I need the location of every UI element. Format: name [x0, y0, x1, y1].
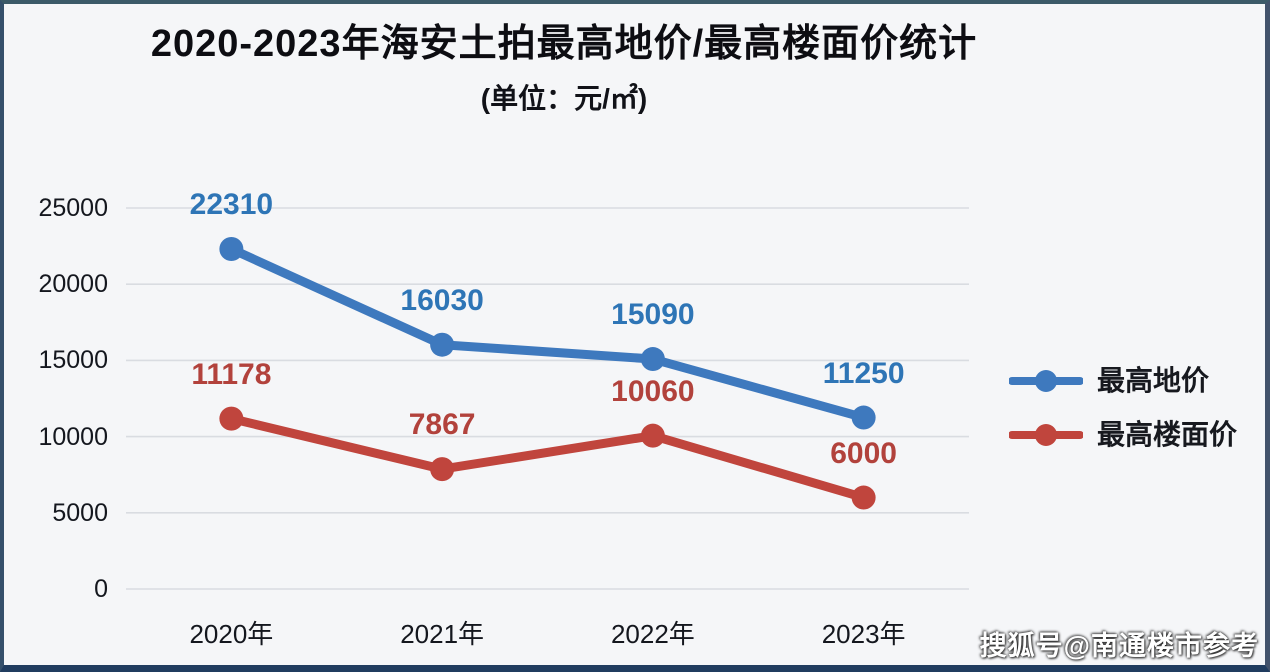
series-2-point-4: [851, 485, 876, 510]
series-1-point-1: [219, 236, 244, 261]
legend-marker-icon: [1009, 424, 1083, 446]
chart-unit-subtitle: (单位：元/㎡): [480, 83, 648, 114]
legend-marker-icon: [1009, 370, 1083, 392]
y-tick-5000: 5000: [52, 498, 108, 527]
data-label-最高楼面价-1: 11178: [191, 357, 272, 391]
series-1-point-2: [430, 332, 455, 357]
x-tick-4: 2023年: [821, 619, 906, 649]
series-line-1: [226, 244, 869, 423]
watermark: 搜狐号@南通楼市参考: [979, 631, 1259, 661]
y-tick-15000: 15000: [38, 346, 108, 375]
series-1-point-4: [851, 405, 876, 430]
series-line-2: [226, 414, 869, 503]
series-2-point-1: [219, 406, 244, 431]
series-2-point-3: [640, 423, 665, 448]
y-tick-25000: 25000: [38, 194, 108, 222]
data-label-最高地价-3: 15090: [611, 298, 695, 332]
data-label-最高地价-4: 11250: [822, 356, 905, 390]
x-tick-1: 2020年: [189, 619, 274, 649]
data-label-最高楼面价-3: 10060: [611, 374, 695, 408]
series-1-point-3: [640, 347, 665, 372]
legend-label-1: 最高地价: [1097, 365, 1210, 396]
data-label-最高楼面价-2: 7867: [408, 408, 476, 442]
legend-dot: [1035, 424, 1057, 446]
data-label-最高楼面价-4: 6000: [830, 436, 897, 470]
data-label-最高地价-2: 16030: [400, 283, 484, 317]
legend-item-2: 最高楼面价: [1009, 408, 1237, 462]
y-tick-20000: 20000: [38, 270, 108, 299]
y-tick-0: 0: [94, 575, 108, 603]
legend-item-1: 最高地价: [1009, 354, 1237, 408]
legend: 最高地价 最高楼面价: [1009, 354, 1237, 462]
plot-area: [126, 207, 969, 590]
legend-label-2: 最高楼面价: [1097, 419, 1238, 450]
series-2-point-2: [430, 457, 455, 482]
x-tick-2: 2021年: [400, 619, 485, 649]
data-label-最高地价-1: 22310: [189, 187, 274, 221]
x-tick-3: 2022年: [610, 619, 695, 649]
legend-dot: [1035, 370, 1057, 392]
y-tick-10000: 10000: [38, 422, 108, 451]
chart-title: 2020-2023年海安土拍最高地价/最高楼面价统计: [150, 23, 978, 65]
